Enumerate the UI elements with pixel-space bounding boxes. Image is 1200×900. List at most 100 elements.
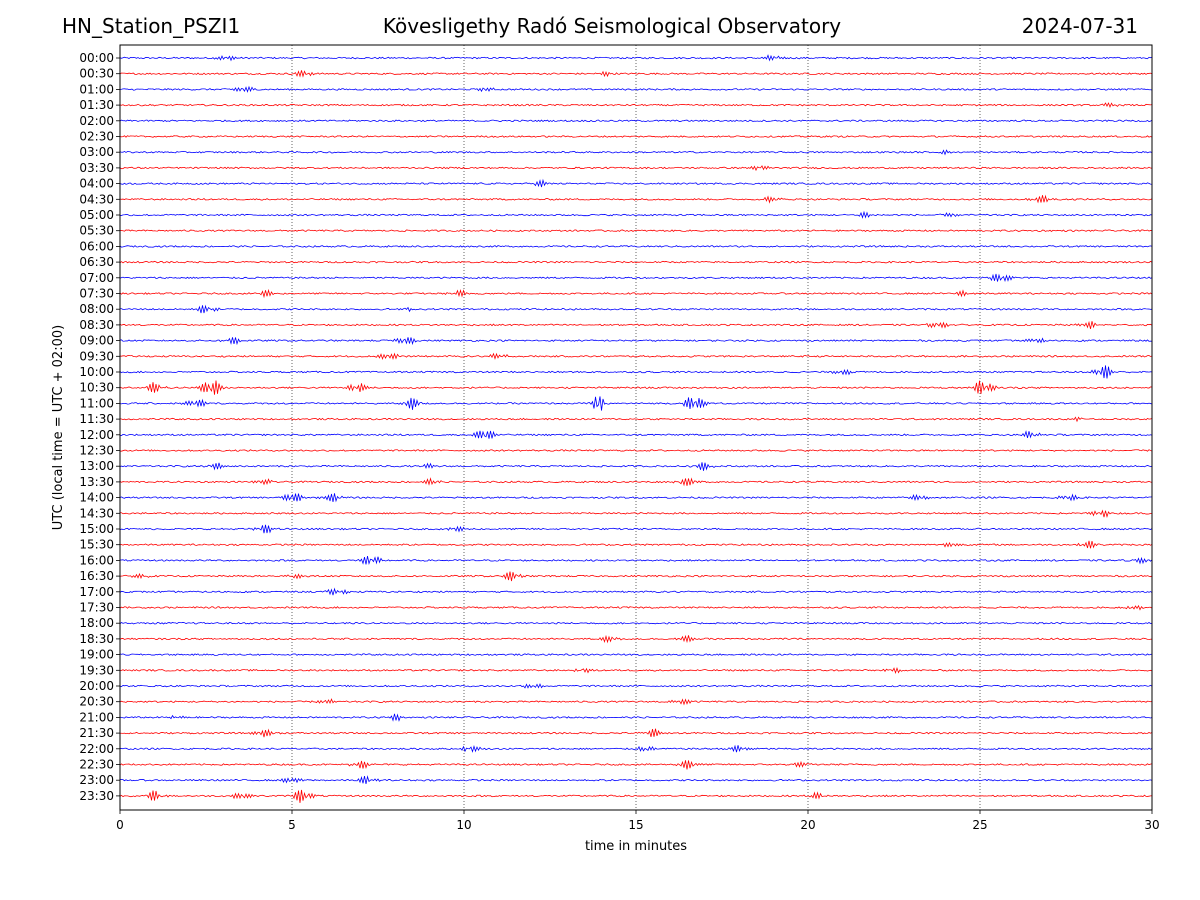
trace-line [119, 430, 1153, 439]
row-label: 04:30 [79, 192, 114, 206]
row-label: 13:30 [79, 475, 114, 489]
trace-line [119, 194, 1153, 204]
trace-line [119, 449, 1153, 452]
row-label: 11:00 [79, 396, 114, 410]
trace-line [119, 416, 1153, 423]
row-label: 01:30 [79, 98, 114, 112]
trace-line [119, 352, 1153, 361]
trace-line [119, 165, 1153, 172]
row-label: 13:00 [79, 459, 114, 473]
trace-line [119, 54, 1153, 62]
trace-line [119, 667, 1153, 674]
row-label: 19:00 [79, 648, 114, 662]
trace-line [119, 462, 1153, 471]
row-label: 12:00 [79, 428, 114, 442]
row-label: 05:00 [79, 208, 114, 222]
row-label: 20:30 [79, 695, 114, 709]
row-label: 06:00 [79, 239, 114, 253]
trace-line [119, 524, 1153, 534]
trace-line [119, 365, 1153, 379]
chart-date: 2024-07-31 [1021, 14, 1138, 38]
trace-line [119, 273, 1153, 283]
x-tick-label: 5 [288, 818, 296, 832]
row-label: 08:30 [79, 318, 114, 332]
trace-line [119, 85, 1153, 93]
row-label: 18:30 [79, 632, 114, 646]
row-label: 16:30 [79, 569, 114, 583]
trace-line [119, 337, 1153, 346]
y-axis-label: UTC (local time = UTC + 02:00) [51, 325, 66, 530]
row-label: 16:00 [79, 553, 114, 567]
row-label: 04:00 [79, 177, 114, 191]
trace-line [119, 135, 1153, 138]
trace-line [119, 229, 1153, 233]
row-label: 12:30 [79, 444, 114, 458]
x-tick-label: 25 [972, 818, 987, 832]
row-label: 10:00 [79, 365, 114, 379]
trace-line [119, 320, 1153, 330]
row-label: 19:30 [79, 663, 114, 677]
trace-line [119, 556, 1153, 565]
row-label: 23:00 [79, 773, 114, 787]
trace-line [119, 713, 1153, 722]
trace-line [119, 571, 1153, 582]
trace-line [119, 304, 1153, 314]
trace-line [119, 70, 1153, 78]
trace-line [119, 698, 1153, 706]
trace-line [119, 119, 1153, 123]
chart-title: Kövesligethy Radó Seismological Observat… [382, 14, 842, 38]
row-label: 09:00 [79, 334, 114, 348]
trace-line [119, 260, 1153, 264]
x-tick-label: 20 [800, 818, 815, 832]
row-label: 01:00 [79, 82, 114, 96]
row-label: 14:30 [79, 506, 114, 520]
row-label: 15:30 [79, 538, 114, 552]
trace-line [119, 509, 1153, 518]
trace-line [119, 380, 1153, 395]
row-label: 21:30 [79, 726, 114, 740]
trace-line [119, 683, 1153, 689]
row-label: 07:00 [79, 271, 114, 285]
trace-line [119, 477, 1153, 487]
x-tick-label: 15 [628, 818, 643, 832]
station-name: HN_Station_PSZI1 [62, 14, 241, 38]
trace-line [119, 245, 1153, 248]
row-label: 21:00 [79, 710, 114, 724]
row-label: 00:00 [79, 51, 114, 65]
row-label: 02:30 [79, 130, 114, 144]
trace-line [119, 634, 1153, 644]
trace-line [119, 396, 1153, 411]
trace-line [119, 102, 1153, 109]
x-tick-label: 10 [456, 818, 471, 832]
row-label: 17:30 [79, 601, 114, 615]
x-tick-label: 0 [116, 818, 124, 832]
row-label: 06:30 [79, 255, 114, 269]
trace-line [119, 149, 1153, 156]
row-label: 15:00 [79, 522, 114, 536]
trace-line [119, 621, 1153, 625]
row-label: 17:00 [79, 585, 114, 599]
row-label: 14:00 [79, 491, 114, 505]
trace-line [119, 789, 1153, 803]
trace-line [119, 178, 1153, 188]
row-label: 20:00 [79, 679, 114, 693]
row-label: 03:30 [79, 161, 114, 175]
row-label: 00:30 [79, 67, 114, 81]
trace-line [119, 760, 1153, 770]
trace-line [119, 540, 1153, 549]
trace-line [119, 288, 1153, 299]
row-label: 09:30 [79, 349, 114, 363]
trace-line [119, 210, 1153, 219]
row-label: 07:30 [79, 287, 114, 301]
trace-line [119, 728, 1153, 738]
trace-line [119, 653, 1153, 656]
row-label: 22:30 [79, 758, 114, 772]
row-label: 03:00 [79, 145, 114, 159]
trace-line [119, 587, 1153, 596]
trace-line [119, 493, 1153, 503]
row-label: 05:30 [79, 224, 114, 238]
trace-line [119, 604, 1153, 611]
row-label: 08:00 [79, 302, 114, 316]
trace-line [119, 775, 1153, 785]
